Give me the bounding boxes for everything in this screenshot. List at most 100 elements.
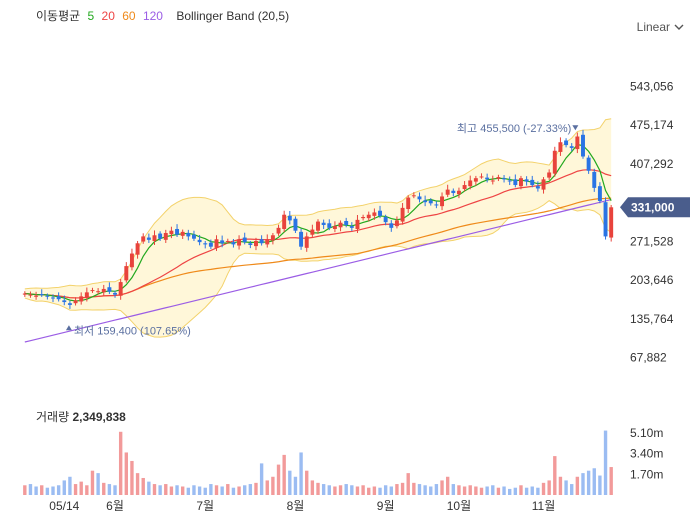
volume-bar bbox=[79, 481, 83, 495]
candle-body bbox=[220, 240, 225, 244]
bollinger-upper-line bbox=[24, 118, 612, 290]
scale-toggle[interactable]: Linear bbox=[637, 20, 684, 34]
candle-body bbox=[592, 171, 597, 188]
volume-axis-label: 3.40m bbox=[630, 447, 663, 461]
candle-body bbox=[547, 172, 552, 178]
candle-body bbox=[90, 290, 95, 292]
bollinger-label: Bollinger Band (20,5) bbox=[176, 9, 290, 23]
candle-body bbox=[400, 207, 405, 222]
volume-axis-label: 1.70m bbox=[630, 467, 663, 481]
volume-bar bbox=[299, 452, 303, 495]
candle-body bbox=[468, 180, 473, 187]
candle-body bbox=[146, 237, 151, 240]
volume-bar bbox=[570, 484, 574, 495]
volume-bar bbox=[135, 473, 140, 495]
candle-body bbox=[135, 243, 140, 255]
candle-body bbox=[609, 207, 614, 238]
candle-body bbox=[502, 178, 507, 180]
candle-body bbox=[124, 266, 129, 281]
volume-bar bbox=[254, 482, 258, 495]
volume-bar bbox=[378, 487, 382, 495]
volume-bar bbox=[350, 485, 354, 495]
volume-bar bbox=[451, 484, 456, 495]
volume-bar bbox=[220, 486, 224, 495]
volume-bar bbox=[90, 470, 95, 495]
candle-body bbox=[101, 288, 106, 293]
volume-bar bbox=[113, 485, 117, 495]
x-axis-label: 9월 bbox=[377, 499, 395, 513]
volume-bar bbox=[209, 484, 213, 495]
volume-value: 2,349,838 bbox=[72, 410, 126, 424]
low-annotation: 최저 159,400 (107.65%) bbox=[74, 324, 191, 337]
candle-body bbox=[361, 217, 366, 219]
candle-body bbox=[51, 297, 55, 299]
candle-body bbox=[39, 294, 44, 296]
candle-body bbox=[169, 230, 174, 235]
x-axis-label: 6월 bbox=[106, 499, 124, 513]
volume-bar bbox=[316, 482, 320, 495]
candle-body bbox=[113, 292, 118, 295]
volume-bar bbox=[513, 487, 518, 495]
volume-bar bbox=[412, 482, 416, 495]
volume-bar bbox=[124, 452, 128, 495]
volume-bar bbox=[519, 485, 523, 495]
volume-bar bbox=[536, 487, 540, 495]
candle-body bbox=[428, 200, 433, 204]
price-axis-label: 271,528 bbox=[630, 234, 674, 248]
volume-bar bbox=[203, 487, 207, 495]
candle-body bbox=[327, 223, 332, 228]
candle-body bbox=[366, 214, 371, 219]
candle-body bbox=[45, 295, 50, 297]
price-axis-label: 67,882 bbox=[630, 351, 667, 365]
candle-body bbox=[338, 222, 343, 228]
volume-bar bbox=[169, 486, 174, 495]
volume-bar bbox=[338, 485, 343, 495]
volume-bar bbox=[429, 486, 433, 495]
candle-body bbox=[293, 218, 298, 231]
price-axis-label: 475,174 bbox=[630, 118, 674, 132]
volume-bar bbox=[118, 431, 123, 495]
candle-body bbox=[180, 231, 185, 236]
candle-body bbox=[152, 235, 157, 241]
candle-body bbox=[372, 212, 377, 216]
candle-body bbox=[62, 300, 67, 303]
candle-body bbox=[158, 233, 163, 239]
candle-body bbox=[129, 253, 134, 268]
candle-body bbox=[22, 293, 27, 295]
volume-bar bbox=[400, 482, 405, 495]
volume-bar bbox=[175, 485, 179, 495]
candle-body bbox=[84, 292, 89, 298]
volume-bar bbox=[547, 480, 551, 495]
volume-bar bbox=[271, 476, 275, 495]
price-axis-label: 135,764 bbox=[630, 312, 674, 326]
volume-bar bbox=[28, 484, 33, 495]
volume-bar bbox=[152, 484, 157, 495]
candle-body bbox=[248, 243, 253, 245]
candle-body bbox=[310, 229, 315, 235]
volume-bar bbox=[598, 475, 602, 495]
volume-bar bbox=[73, 484, 78, 495]
candle-body bbox=[603, 202, 608, 237]
volume-bar bbox=[355, 486, 360, 495]
candle-body bbox=[355, 219, 360, 229]
ma-period-20: 20 bbox=[101, 9, 115, 23]
candle-body bbox=[197, 239, 202, 243]
volume-bar bbox=[56, 485, 61, 495]
candle-body bbox=[349, 226, 354, 228]
volume-bar bbox=[372, 486, 377, 495]
volume-bar bbox=[361, 485, 365, 495]
volume-bar bbox=[147, 481, 151, 495]
x-axis-label: 8월 bbox=[287, 499, 305, 513]
candle-body bbox=[456, 190, 461, 195]
price-axis-label: 543,056 bbox=[630, 79, 674, 93]
volume-bar bbox=[45, 487, 50, 495]
volume-bar bbox=[321, 484, 326, 495]
volume-bar bbox=[553, 456, 557, 495]
volume-axis-label: 5.10m bbox=[630, 426, 663, 440]
volume-bar bbox=[102, 482, 106, 495]
candle-body bbox=[287, 215, 292, 221]
volume-bar bbox=[344, 484, 348, 495]
volume-bar bbox=[496, 487, 501, 495]
volume-bar bbox=[276, 464, 281, 495]
